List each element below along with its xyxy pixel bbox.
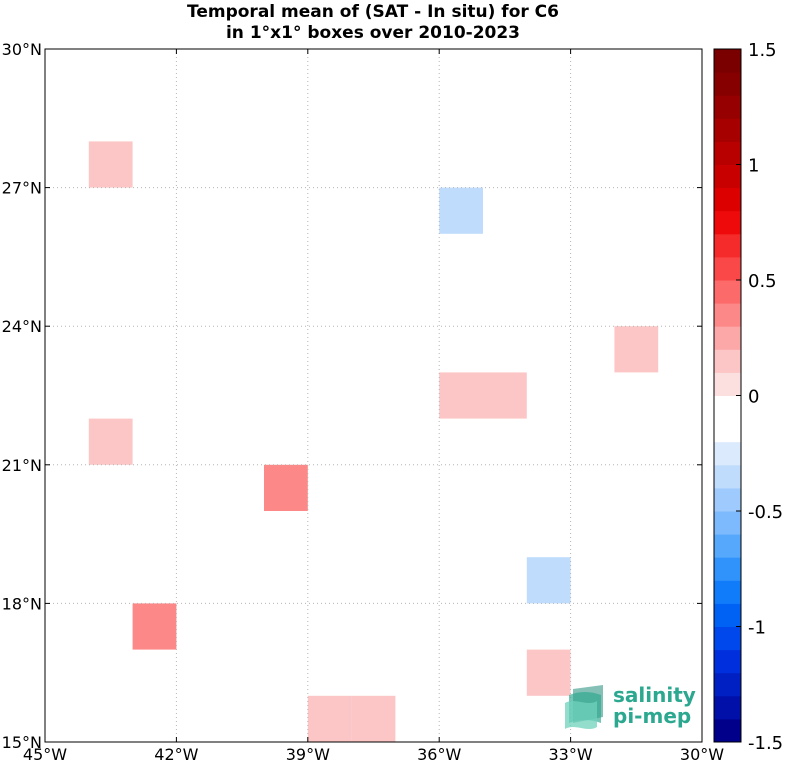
heatmap-cell [264,464,308,511]
axis-ticks: 45°W 42°W 39°W 36°W 33°W 30°W 30°N 27°N 24°N 21°N… [2,40,725,763]
heatmap-cell [658,603,702,650]
grid-lines [45,49,702,742]
plot-frame [44,48,703,743]
colorbar-band [714,372,741,396]
heatmap-cell [132,95,177,142]
heatmap-cell [307,603,352,650]
heatmap-cell [483,372,527,419]
colorbar-band [714,349,741,373]
colorbar-band [714,210,741,235]
x-tick-label: 39°W [286,745,330,763]
colorbar-band [714,695,741,720]
heatmap-cell [395,187,440,234]
heatmap-cell [220,511,264,558]
heatmap-cell [307,695,352,742]
colorbar-band [714,72,741,96]
heatmap-cell [570,603,615,650]
colorbar-band [714,303,741,327]
heatmap-cell [526,557,571,604]
x-tick-label: 30°W [680,745,724,763]
heatmap-cell [88,418,133,465]
colorbar-band [714,141,741,165]
colorbar-band [714,511,741,535]
heatmap-cell [439,187,483,234]
colorbar-band [714,603,741,627]
colorbar-band [714,395,741,420]
heatmap-cell [483,649,527,696]
colorbar-band [714,233,741,258]
y-tick-label: 18°N [2,594,42,613]
colorbar-tick-label: 1 [748,156,759,177]
title-line-2: in 1°x1° boxes over 2010-2023 [226,23,520,43]
x-tick-label: 45°W [23,745,67,763]
logo-line-2: pi-mep [613,704,691,728]
colorbar-tick-label: 0 [748,387,759,408]
colorbar-band [714,557,741,581]
colorbar-band [714,464,741,489]
x-tick-label: 36°W [417,745,461,763]
colorbar-band [714,418,741,443]
y-tick-label: 24°N [2,317,42,336]
colorbar-band [714,280,741,304]
colorbar-band [714,649,741,674]
heatmap-cell [439,603,483,650]
heatmap-cell [88,141,133,188]
y-tick-label: 30°N [2,40,42,59]
colorbar-band [714,95,741,119]
logo-line-1: salinity [613,683,696,707]
heatmap-cells [45,95,702,742]
colorbar-tick-label: -1 [748,618,766,639]
colorbar-band [714,580,741,604]
heatmap-cell [614,326,659,373]
colorbar-band [714,187,741,212]
heatmap-cell [439,372,483,419]
colorbar-band [714,672,741,697]
heatmap-cell [220,649,264,696]
colorbar-band [714,534,741,558]
title-line-1: Temporal mean of (SAT - In situ) for C6 [187,2,559,22]
heatmap-cell [526,649,571,696]
x-tick-label: 42°W [154,745,198,763]
colorbar-band [714,441,741,466]
chart-title: Temporal mean of (SAT - In situ) for C6 … [187,2,559,43]
colorbar-band [714,718,741,743]
heatmap-cell [307,233,352,280]
heatmap-cell [45,233,89,280]
colorbar-band [714,164,741,189]
y-tick-label: 21°N [2,456,42,475]
heatmap-cell [351,695,396,742]
colorbar-band [714,118,741,142]
salinity-pi-mep-logo: salinity pi-mep [565,683,696,729]
heatmap-cell [220,95,264,142]
colorbar: 1.5 1 0.5 0 -0.5 -1 -1.5 [713,40,783,754]
y-tick-label: 27°N [2,179,42,198]
y-tick-label: 15°N [2,733,42,752]
colorbar-tick-label: 0.5 [748,271,777,292]
colorbar-band [714,256,741,281]
colorbar-tick-label: -0.5 [748,502,783,523]
heatmap-cell [176,464,221,511]
heatmap-cell [483,326,527,373]
heatmap-cell [439,464,483,511]
colorbar-tick-label: 1.5 [748,40,777,61]
x-tick-label: 33°W [549,745,593,763]
colorbar-tick-label: -1.5 [748,733,783,754]
colorbar-band [714,487,741,512]
colorbar-band [714,326,741,350]
colorbar-band [714,626,741,651]
colorbar-band [714,49,741,73]
heatmap-cell [132,603,177,650]
